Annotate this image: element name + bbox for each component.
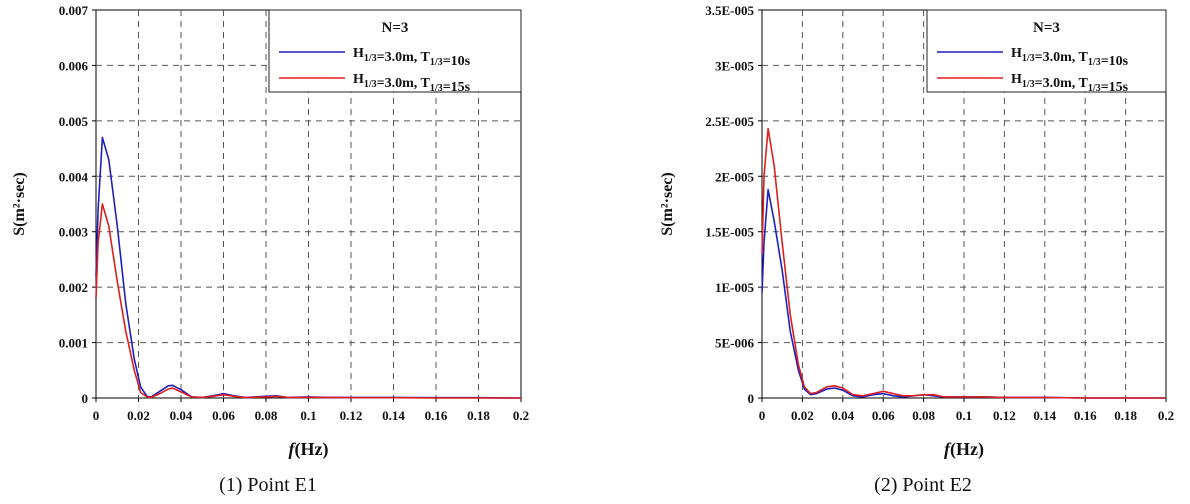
x-axis-label-unit: (Hz) [295,439,329,460]
legend-title: N=3 [382,20,409,36]
legend-label-2-text-part: H [1011,72,1022,87]
legend-label-1: H1/3=3.0m, T1/3=10s [353,46,471,69]
y-tick-label: 0 [748,391,755,406]
legend-label-2: H1/3=3.0m, T1/3=15s [1011,72,1129,95]
x-tick-label: 0 [93,408,100,423]
legend-label-1-text-part: =3.0m, T [377,50,431,65]
x-tick-label: 0.12 [340,408,363,423]
y-tick-label: 0.006 [59,58,89,73]
x-axis-label: f(Hz) [944,439,984,460]
legend-label-1-subscript: 1/3 [430,57,443,68]
y-tick-label: 5E-006 [715,336,755,351]
x-tick-label: 0.1 [956,408,972,423]
legend-label-1-subscript: 1/3 [1022,53,1035,64]
y-tick-label: 0.007 [59,3,89,18]
legend-label-1-subscript: 1/3 [364,53,377,64]
x-tick-label: 0.16 [1074,408,1097,423]
legend-label-2-subscript: 1/3 [1088,83,1101,94]
legend-label-2-subscript: 1/3 [1022,79,1035,90]
x-tick-label: 0.06 [872,408,895,423]
y-tick-label: 0.001 [59,336,88,351]
caption-point-e1: (1) Point E1 [219,474,317,496]
legend-label-2-text-part: =15s [1101,80,1129,95]
legend-title: N=3 [1033,20,1060,36]
x-tick-label: 0.04 [170,408,193,423]
x-tick-label: 0 [759,408,766,423]
y-tick-label: 1.5E-005 [705,225,754,240]
x-axis-label-unit: (Hz) [950,439,984,460]
x-tick-label: 0.18 [1114,408,1137,423]
series-line-2 [761,127,1166,399]
legend-label-1-text-part: =10s [443,54,471,69]
x-tick-label: 0.18 [467,408,490,423]
legend-label-2-text-part: =3.0m, T [377,76,431,91]
y-tick-label: 0.004 [59,169,89,184]
x-tick-label: 0.06 [212,408,235,423]
y-tick-label: 2E-005 [715,169,755,184]
legend-label-1: H1/3=3.0m, T1/3=10s [1011,46,1129,69]
x-tick-label: 0.16 [425,408,448,423]
y-tick-label: 0.005 [59,114,89,129]
x-tick-label: 0.2 [513,408,529,423]
x-axis-label: f(Hz) [289,439,329,460]
legend-label-2-subscript: 1/3 [430,83,443,94]
y-tick-label: 2.5E-005 [705,114,754,129]
legend-label-2-text-part: =15s [443,80,471,95]
x-tick-label: 0.14 [382,408,405,423]
legend-label-1-text-part: =10s [1101,54,1129,69]
y-axis-label: S(m²·sec) [659,172,676,235]
x-tick-label: 0.02 [791,408,814,423]
y-tick-label: 0.002 [59,280,88,295]
legend-label-1-text-part: H [1011,46,1022,61]
y-axis-label: S(m²·sec) [11,172,28,235]
legend-label-2-subscript: 1/3 [364,79,377,90]
x-tick-label: 0.08 [912,408,935,423]
y-tick-label: 3E-005 [715,58,755,73]
x-tick-label: 0.08 [255,408,278,423]
chart-panel-2: 0 0.02 0.04 0.06 0.08 0.1 0.12 0.14 0.16 0.18 0.2 0… [659,3,1174,460]
x-tick-label: 0.2 [1158,408,1174,423]
x-tick-label: 0.04 [831,408,854,423]
caption-point-e2: (2) Point E2 [874,474,972,496]
x-axis-label-symbol: f [289,439,297,459]
y-tick-label: 3.5E-005 [705,3,754,18]
legend-label-2-text-part: H [353,72,364,87]
y-tick-label: 0 [82,391,89,406]
y-tick-label: 0.003 [59,225,89,240]
x-tick-label: 0.02 [127,408,150,423]
series-line-2 [95,203,521,399]
legend-label-2: H1/3=3.0m, T1/3=15s [353,72,471,95]
x-axis-label-symbol: f [944,439,952,459]
legend-label-1-text-part: H [353,46,364,61]
legend-label-1-subscript: 1/3 [1088,57,1101,68]
legend-label-2-text-part: =3.0m, T [1035,76,1089,91]
x-tick-label: 0.14 [1033,408,1056,423]
chart-panel-1: 0 0.02 0.04 0.06 0.08 0.1 0.12 0.14 0.16 0.18 0.2 0… [11,3,529,460]
x-tick-label: 0.12 [993,408,1016,423]
x-tick-label: 0.1 [300,408,316,423]
y-tick-label: 1E-005 [715,280,755,295]
legend-label-1-text-part: =3.0m, T [1035,50,1089,65]
